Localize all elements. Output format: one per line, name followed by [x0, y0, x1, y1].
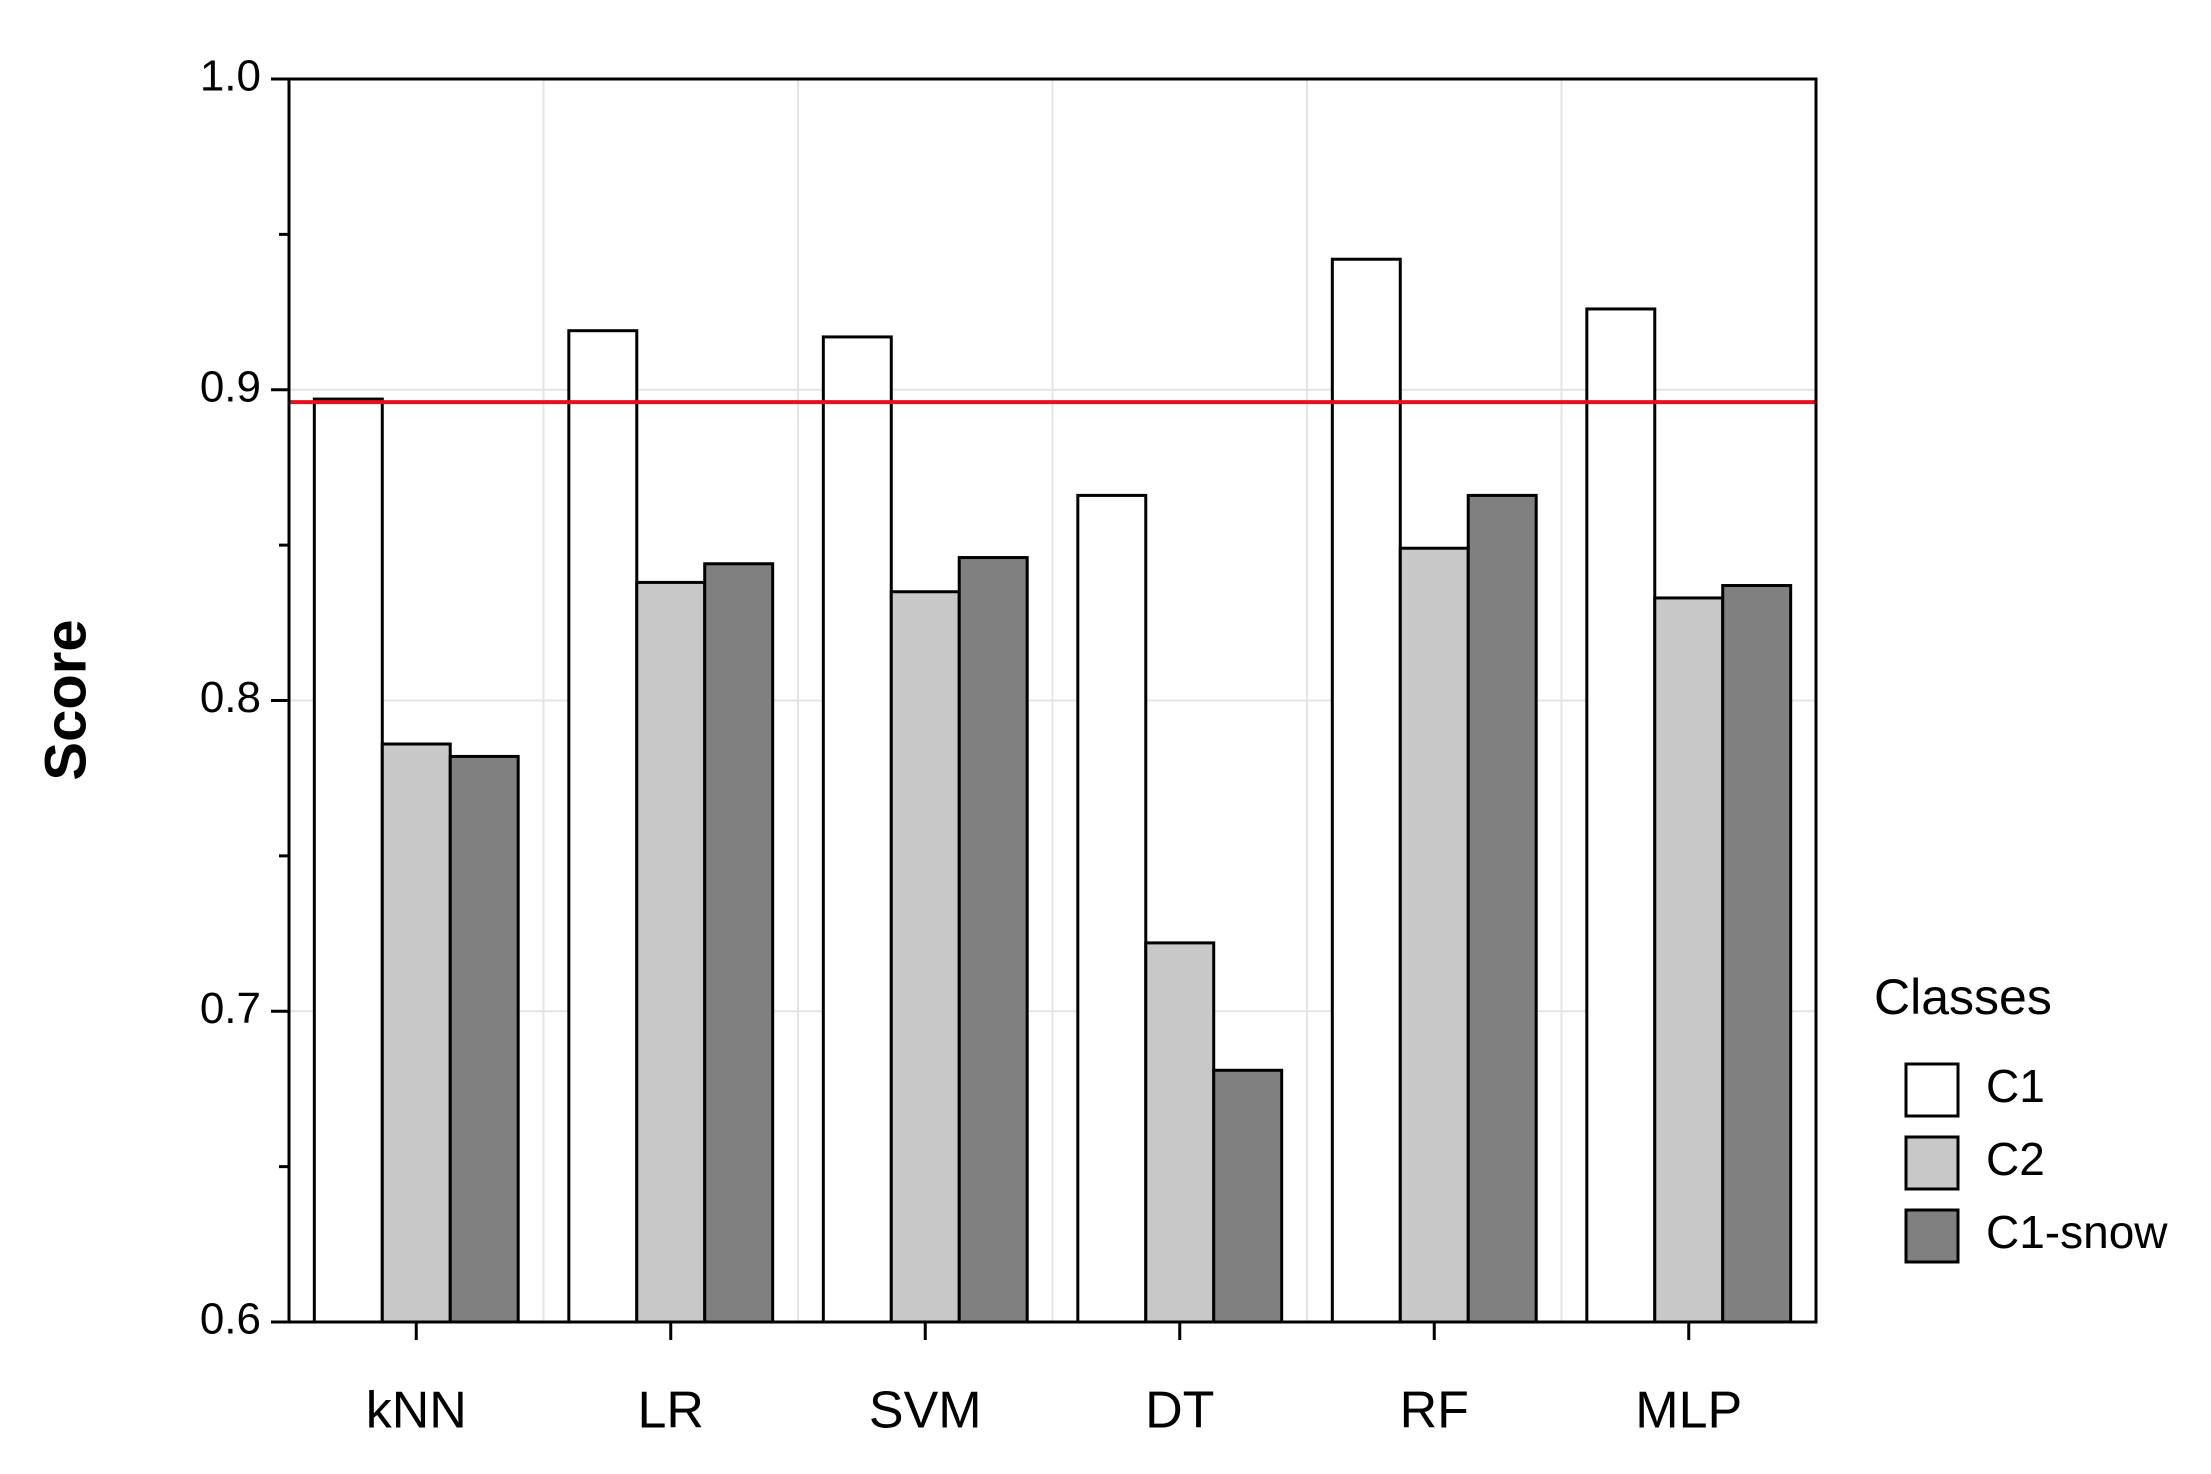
x-tick-label: MLP [1635, 1382, 1742, 1440]
y-tick-label: 0.6 [200, 1295, 261, 1344]
bar [448, 754, 520, 1324]
x-tick-label: RF [1400, 1382, 1469, 1440]
bar [567, 329, 639, 1324]
bar [1144, 941, 1216, 1324]
legend-swatch [1904, 1208, 1960, 1264]
legend-label: C1-snow [1986, 1206, 2168, 1258]
bar [1076, 493, 1148, 1324]
y-tick-label: 0.8 [200, 673, 261, 722]
bar [889, 590, 961, 1324]
bar [957, 556, 1029, 1324]
x-tick-label: kNN [366, 1382, 467, 1440]
x-tick-label: DT [1145, 1382, 1214, 1440]
x-tick-label: LR [638, 1382, 704, 1440]
bar [635, 580, 707, 1324]
y-tick-label: 1.0 [200, 52, 261, 101]
bar [1585, 307, 1657, 1324]
bar [1398, 546, 1470, 1324]
bar [821, 335, 893, 1324]
bar [1466, 493, 1538, 1324]
bar [380, 742, 452, 1324]
legend-label: C2 [1986, 1133, 2045, 1185]
legend-title: Classes [1874, 969, 2052, 1025]
plot-frame [287, 77, 1818, 1324]
bar [1212, 1068, 1284, 1324]
bar [1653, 596, 1725, 1324]
x-tick-label: SVM [869, 1382, 982, 1440]
bar [312, 397, 384, 1324]
legend-swatch [1904, 1062, 1960, 1118]
bar [1721, 584, 1793, 1324]
legend-label: C1 [1986, 1060, 2045, 1112]
bar [1330, 257, 1402, 1324]
bar [703, 562, 775, 1324]
y-tick-label: 0.7 [200, 984, 261, 1033]
y-axis-title: Score [33, 619, 98, 780]
legend-swatch [1904, 1135, 1960, 1191]
y-tick-label: 0.9 [200, 362, 261, 411]
